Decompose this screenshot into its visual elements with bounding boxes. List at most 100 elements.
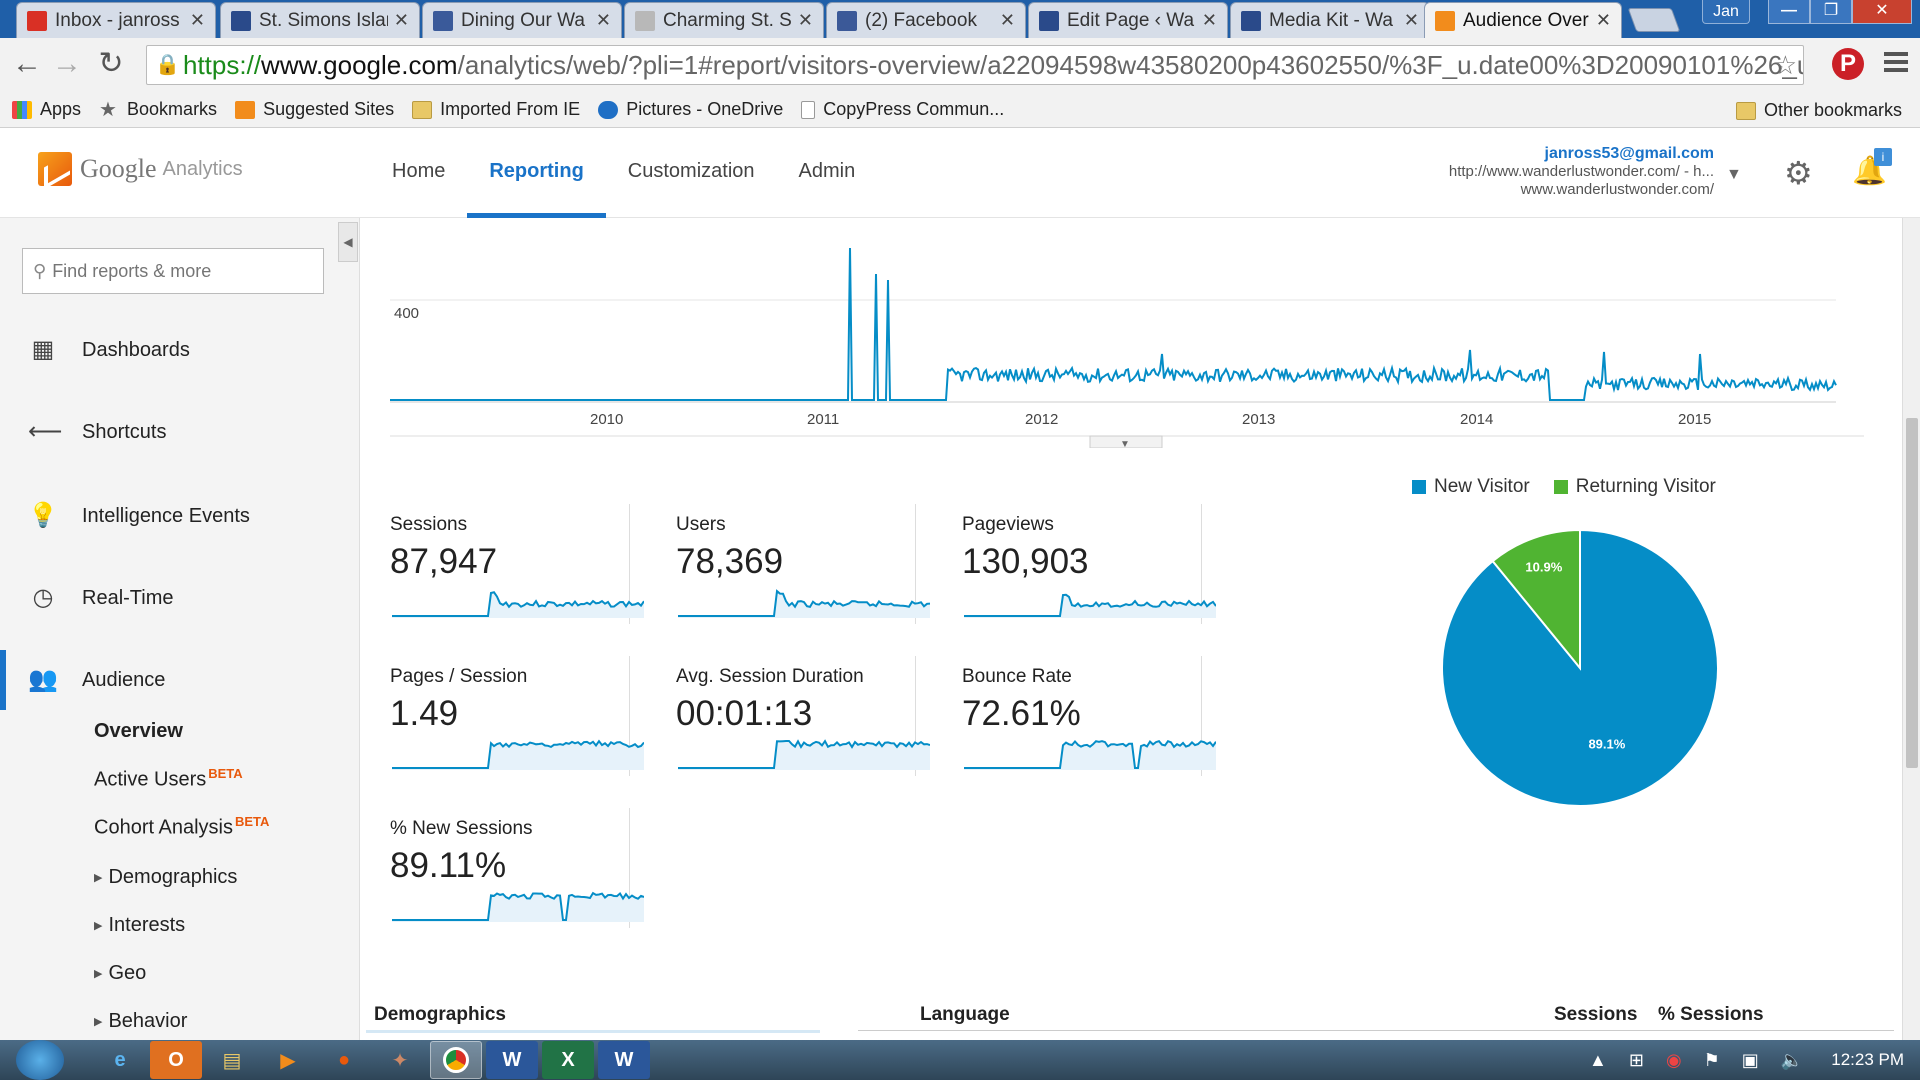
tab-close-icon[interactable]: ✕	[1403, 10, 1419, 30]
minimize-button[interactable]: —	[1768, 0, 1810, 24]
sidebar-item-dashboards[interactable]: ▦ Dashboards	[0, 320, 358, 380]
tab-close-icon[interactable]: ✕	[595, 10, 611, 30]
nav-admin[interactable]: Admin	[798, 160, 856, 182]
tab-close-icon[interactable]: ✕	[999, 10, 1015, 30]
utility-icon[interactable]: ✦	[391, 1049, 409, 1072]
firefox-icon[interactable]: ●	[337, 1048, 351, 1071]
metric-users[interactable]: Users 78,369	[646, 504, 930, 624]
report-search[interactable]: ⚲	[22, 248, 324, 294]
tab-close-icon[interactable]: ✕	[189, 10, 205, 30]
google-analytics-logo[interactable]: Google Analytics	[38, 152, 243, 186]
sidebar-sub-overview[interactable]: Overview	[94, 720, 183, 742]
browser-tab[interactable]: St. Simons Islar ✕	[220, 2, 420, 38]
metric-sparkline	[678, 739, 930, 770]
sparkline-area	[678, 741, 930, 770]
excel-icon[interactable]: X	[542, 1041, 594, 1079]
sidebar-sub-geo[interactable]: ▶ Geo	[94, 962, 146, 985]
bookmark-other[interactable]: Other bookmarks	[1735, 100, 1902, 121]
bookmark-bookmarks[interactable]: ★ Bookmarks	[99, 99, 217, 120]
bookmark-onedrive[interactable]: Pictures - OneDrive	[598, 99, 783, 120]
word-document-icon[interactable]: W	[598, 1041, 650, 1079]
file-explorer-icon[interactable]: ▤	[222, 1049, 242, 1072]
reload-icon[interactable]: ↻	[98, 47, 124, 80]
metric-pages-session[interactable]: Pages / Session 1.49	[360, 656, 644, 776]
url-scheme: https://	[183, 49, 262, 80]
forward-arrow-icon[interactable]: →	[52, 47, 82, 80]
taskbar-clock[interactable]: 12:23 PM	[1831, 1050, 1904, 1069]
sidebar-sub-cohort-analysis[interactable]: Cohort Analysis BETA	[94, 814, 269, 840]
bookmark-star-icon[interactable]: ☆	[1773, 50, 1797, 80]
tab-close-icon[interactable]: ✕	[1595, 10, 1611, 30]
bookmarks-bar: Apps ★ Bookmarks Suggested Sites Imported…	[0, 92, 1920, 128]
browser-tab[interactable]: (2) Facebook ✕	[826, 2, 1026, 38]
word-icon[interactable]: W	[486, 1041, 538, 1079]
search-input[interactable]	[52, 260, 293, 282]
maximize-button[interactable]: ❐	[1810, 0, 1852, 24]
bookmark-apps[interactable]: Apps	[12, 99, 81, 120]
pinterest-icon[interactable]: P	[1832, 48, 1864, 80]
chrome-icon[interactable]	[430, 1041, 482, 1079]
pie-slice-1[interactable]	[1491, 528, 1581, 671]
nav-customization[interactable]: Customization	[627, 160, 755, 182]
tab-close-icon[interactable]: ✕	[393, 10, 409, 30]
browser-tab[interactable]: Inbox - janross ✕	[16, 2, 216, 38]
metric-bounce-rate[interactable]: Bounce Rate 72.61%	[932, 656, 1216, 776]
metric-value: 00:01:13	[676, 694, 813, 733]
browser-tab[interactable]: Audience Over ✕	[1424, 2, 1622, 38]
gear-icon[interactable]: ⚙	[1784, 155, 1813, 191]
sidebar-sub-demographics[interactable]: ▶ Demographics	[94, 866, 237, 889]
metric-sessions[interactable]: Sessions 87,947	[360, 504, 644, 624]
metric-new-sessions[interactable]: % New Sessions 89.11%	[360, 808, 644, 928]
media-player-icon[interactable]: ▶	[280, 1049, 296, 1072]
collapse-sidebar-button[interactable]: ◀	[338, 222, 358, 262]
sidebar-item-label: Audience	[82, 668, 166, 691]
tab-close-icon[interactable]: ✕	[797, 10, 813, 30]
sidebar-item-shortcuts[interactable]: ⟵ Shortcuts	[0, 402, 358, 462]
antivirus-icon[interactable]: ◉	[1665, 1049, 1682, 1070]
nav-reporting[interactable]: Reporting	[467, 128, 606, 218]
close-window-button[interactable]: ✕	[1852, 0, 1912, 24]
new-tab-button[interactable]	[1627, 8, 1681, 32]
sidebar-sub-behavior[interactable]: ▶ Behavior	[94, 1010, 187, 1033]
account-selector[interactable]: janross53@gmail.com http://www.wanderlus…	[1449, 145, 1714, 199]
sidebar-sub-active-users[interactable]: Active Users BETA	[94, 766, 243, 792]
bookmark-imported-from-ie[interactable]: Imported From IE	[412, 99, 580, 120]
sparkline-line	[964, 593, 1216, 617]
expand-chart-handle[interactable]	[1089, 435, 1163, 448]
tab-close-icon[interactable]: ✕	[1201, 10, 1217, 30]
visitor-type-pie: 89.1% 10.9%	[1441, 528, 1719, 807]
outlook-icon[interactable]: O	[150, 1041, 202, 1079]
metric-avg-session-duration[interactable]: Avg. Session Duration 00:01:13	[646, 656, 930, 776]
bookmark-suggested-sites[interactable]: Suggested Sites	[235, 99, 394, 120]
volume-icon[interactable]: 🔈	[1780, 1049, 1804, 1070]
metric-pageviews[interactable]: Pageviews 130,903	[932, 504, 1216, 624]
action-center-flag-icon[interactable]: ⚑	[1703, 1049, 1720, 1070]
nav-home[interactable]: Home	[392, 160, 446, 182]
account-view: www.wanderlustwonder.com/	[1520, 181, 1714, 198]
sidebar-item-real-time[interactable]: ◷ Real-Time	[0, 568, 358, 628]
y-tick-label: 400	[394, 305, 419, 322]
sidebar-item-intelligence-events[interactable]: 💡 Intelligence Events	[0, 486, 358, 546]
chevron-down-icon[interactable]: ▼	[1726, 166, 1742, 183]
main-nav: Home Reporting Customization Admin	[370, 128, 877, 218]
sidebar-sub-interests[interactable]: ▶ Interests	[94, 914, 185, 937]
sidebar-item-audience[interactable]: 👥 Audience	[0, 650, 358, 710]
windows-flag-icon[interactable]: ⊞	[1628, 1049, 1644, 1070]
language-divider	[858, 1030, 1894, 1031]
browser-tab[interactable]: Media Kit - Wa ✕	[1230, 2, 1430, 38]
bookmark-copypress[interactable]: CopyPress Commun...	[801, 99, 1004, 120]
browser-tab[interactable]: Dining Our Wa ✕	[422, 2, 622, 38]
profile-button[interactable]: Jan	[1702, 0, 1750, 24]
tray-overflow-icon[interactable]: ▲	[1589, 1049, 1607, 1070]
browser-tab[interactable]: Charming St. S ✕	[624, 2, 824, 38]
sidebar-item-label: Real-Time	[82, 586, 174, 609]
browser-tab[interactable]: Edit Page ‹ Wa ✕	[1028, 2, 1228, 38]
address-bar[interactable]: 🔒 https://www.google.com/analytics/web/?…	[146, 45, 1804, 85]
chrome-menu-icon[interactable]	[1884, 52, 1908, 76]
scrollbar-thumb[interactable]	[1906, 418, 1918, 768]
network-icon[interactable]: ▣	[1741, 1049, 1759, 1070]
back-arrow-icon[interactable]: ←	[12, 47, 42, 80]
page-scrollbar[interactable]	[1902, 218, 1920, 1040]
windows-start-icon[interactable]	[16, 1040, 64, 1080]
internet-explorer-icon[interactable]: e	[114, 1048, 126, 1071]
